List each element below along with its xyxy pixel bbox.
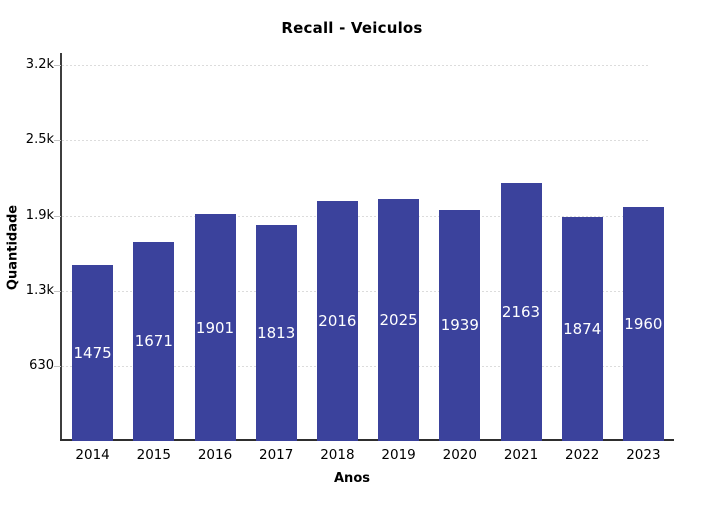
x-tick-label-2014: 2014 bbox=[75, 447, 110, 463]
y-tick-mark bbox=[54, 365, 61, 367]
y-tick-label: 1.3k bbox=[25, 282, 54, 298]
bar-2014: 1475 bbox=[72, 265, 114, 441]
y-tick-mark bbox=[54, 215, 61, 217]
x-tick-label-2023: 2023 bbox=[626, 447, 661, 463]
bar-value-label: 1960 bbox=[624, 315, 663, 334]
y-tick-label: 1.9k bbox=[25, 207, 54, 223]
x-tick-label-2015: 2015 bbox=[136, 447, 171, 463]
plot-area: 630 1.3k 1.9k 2.5k 3.2k 1475 1671 1901 1813 2016… bbox=[26, 53, 674, 441]
x-tick-label-2018: 2018 bbox=[320, 447, 355, 463]
y-tick-mark bbox=[54, 140, 61, 142]
y-tick-label: 2.5k bbox=[25, 132, 54, 148]
y-tick-label: 630 bbox=[29, 357, 54, 373]
x-tick-label-2016: 2016 bbox=[197, 447, 233, 463]
y-tick-mark bbox=[54, 290, 61, 292]
bar-2019: 2025 bbox=[378, 199, 420, 441]
bar-2016: 1901 bbox=[194, 214, 236, 441]
bar-2023: 1960 bbox=[622, 207, 664, 441]
bar-value-label: 1475 bbox=[73, 344, 112, 363]
x-tick-label-2022: 2022 bbox=[565, 447, 600, 463]
x-axis-title: Anos bbox=[334, 471, 370, 486]
bar-value-label: 1901 bbox=[195, 318, 235, 337]
bar-value-label: 2016 bbox=[318, 311, 357, 330]
gridline-3.2k bbox=[62, 65, 650, 67]
gridline-2.5k bbox=[62, 140, 650, 142]
y-tick-label: 3.2k bbox=[25, 57, 54, 73]
y-tick-mark bbox=[54, 65, 61, 67]
bar-value-label: 1671 bbox=[134, 332, 173, 351]
bar-2020: 1939 bbox=[439, 209, 481, 441]
bar-2018: 2016 bbox=[316, 200, 358, 441]
bar-value-label: 2025 bbox=[379, 311, 418, 330]
bar-2022: 1874 bbox=[561, 217, 603, 441]
x-tick-label-2020: 2020 bbox=[442, 447, 477, 463]
chart-title: Recall - Veiculos bbox=[281, 19, 423, 37]
bar-2017: 1813 bbox=[255, 224, 297, 441]
bar-2015: 1671 bbox=[133, 241, 175, 441]
y-axis-line bbox=[60, 53, 62, 441]
x-tick-label-2019: 2019 bbox=[381, 447, 416, 463]
bar-value-label: 2163 bbox=[501, 303, 541, 321]
x-tick-label-2021: 2021 bbox=[503, 447, 539, 463]
bar-value-label: 1939 bbox=[440, 316, 479, 335]
bar-value-label: 1874 bbox=[563, 320, 602, 339]
y-axis-title: Quantidade bbox=[5, 204, 21, 291]
x-tick-label-2017: 2017 bbox=[259, 447, 294, 463]
x-axis-line bbox=[60, 439, 674, 441]
bar-value-label: 1813 bbox=[257, 323, 296, 342]
bar-2021: 2163 bbox=[500, 183, 542, 441]
